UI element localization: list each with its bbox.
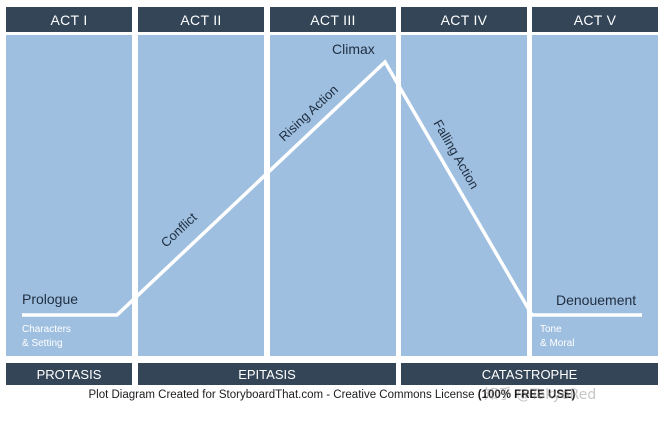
label-prologue: Prologue <box>22 291 78 307</box>
act-header-3: ACT III <box>270 7 396 32</box>
act-header-2: ACT II <box>138 7 264 32</box>
act-header-1: ACT I <box>6 7 132 32</box>
caption-bold: (100% FREE USE) <box>477 389 576 401</box>
plot-arc-line <box>22 59 642 317</box>
phase-epitasis: EPITASIS <box>138 363 396 385</box>
act-header-4: ACT IV <box>401 7 527 32</box>
label-characters: Characters <box>22 324 71 335</box>
label-moral: & Moral <box>540 338 574 349</box>
caption: Plot Diagram Created for StoryboardThat.… <box>0 389 664 401</box>
act-panel-3 <box>270 35 396 356</box>
act-panel-5 <box>532 35 658 356</box>
label-setting: & Setting <box>22 338 63 349</box>
label-tone: Tone <box>540 324 562 335</box>
act-header-5: ACT V <box>532 7 658 32</box>
act-panel-1 <box>6 35 132 356</box>
label-climax: Climax <box>332 41 375 57</box>
watermark: 知乎 @TokyoRed <box>484 387 597 403</box>
caption-text: Plot Diagram Created for StoryboardThat.… <box>88 389 475 401</box>
phase-catastrophe: CATASTROPHE <box>401 363 658 385</box>
phase-protasis: PROTASIS <box>6 363 132 385</box>
label-denouement: Denouement <box>556 292 636 308</box>
